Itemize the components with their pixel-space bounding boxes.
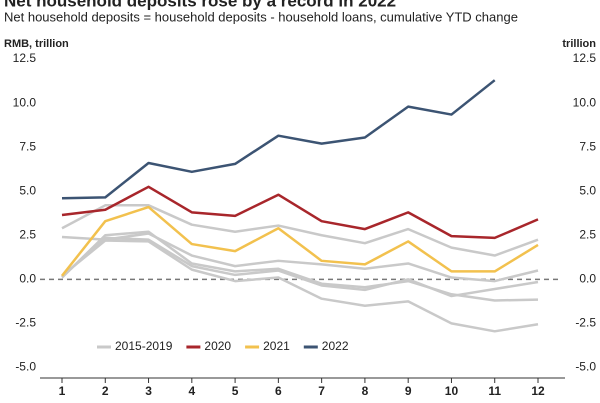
- line-series: [61, 232, 539, 283]
- y-axis-label: RMB, trillion: [4, 38, 69, 50]
- y-tick-label: 10.0: [13, 95, 37, 109]
- y2-tick-label: 2.5: [579, 227, 596, 241]
- y-tick-label: 5.0: [19, 183, 36, 197]
- y2-tick-label: -2.5: [575, 316, 596, 330]
- y-tick-label: 0.0: [19, 271, 36, 285]
- y-tick-label: -2.5: [15, 316, 36, 330]
- line-series: [61, 239, 539, 333]
- x-tick-label: 10: [445, 384, 459, 398]
- x-tick-label: 9: [405, 384, 412, 398]
- y-tick-label: 7.5: [19, 139, 36, 153]
- chart-title: Net household deposits rose by a record …: [4, 0, 396, 10]
- line-series: [61, 204, 539, 257]
- y2-tick-label: 12.5: [573, 51, 597, 65]
- y-tick-label: 12.5: [13, 51, 37, 65]
- x-tick-label: 5: [232, 384, 239, 398]
- x-tick-label: 6: [275, 384, 282, 398]
- x-tick-label: 2: [102, 384, 109, 398]
- legend-label: 2020: [204, 339, 231, 353]
- x-tick-label: 1: [59, 384, 66, 398]
- line-series: [61, 205, 539, 277]
- x-tick-label: 12: [531, 384, 545, 398]
- legend-label: 2015-2019: [115, 339, 173, 353]
- y2-tick-label: 7.5: [579, 139, 596, 153]
- line-series: [61, 185, 539, 240]
- y-tick-label: 2.5: [19, 227, 36, 241]
- legend-label: 2021: [263, 339, 290, 353]
- x-tick-label: 3: [145, 384, 152, 398]
- x-tick-label: 7: [318, 384, 325, 398]
- y2-axis-label: trillion: [562, 38, 596, 50]
- y2-tick-label: 5.0: [579, 183, 596, 197]
- y2-tick-label: 10.0: [573, 95, 597, 109]
- y2-tick-label: 0.0: [579, 271, 596, 285]
- x-tick-label: 4: [188, 384, 195, 398]
- x-tick-label: 11: [488, 384, 501, 398]
- line-series: [61, 236, 539, 298]
- y2-tick-label: -5.0: [575, 360, 596, 374]
- x-tick-label: 8: [362, 384, 369, 398]
- legend-label: 2022: [322, 339, 349, 353]
- line-series: [61, 79, 496, 200]
- y-tick-label: -5.0: [15, 360, 36, 374]
- chart-subtitle: Net household deposits = household depos…: [4, 9, 518, 24]
